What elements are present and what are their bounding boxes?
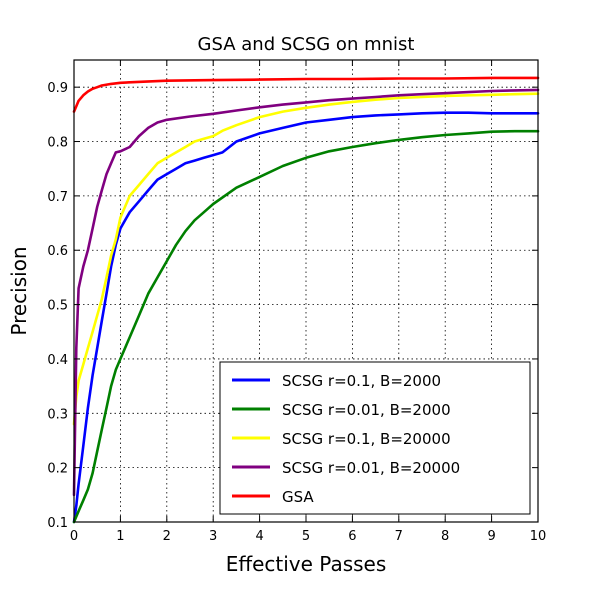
legend-box: [219, 361, 531, 515]
x-tick-label: 8: [441, 529, 449, 544]
legend-label: SCSG r=0.1, B=20000: [282, 430, 451, 448]
x-tick-label: 6: [348, 529, 356, 544]
legend-label: SCSG r=0.1, B=2000: [282, 372, 441, 390]
y-tick-label: 0.9: [47, 81, 68, 96]
legend-label: SCSG r=0.01, B=2000: [282, 401, 451, 419]
legend-entry: SCSG r=0.01, B=20000: [232, 459, 460, 477]
series-line-2: [72, 92, 540, 426]
x-tick-label: 10: [530, 529, 547, 544]
y-tick-label: 0.7: [47, 190, 68, 205]
series-line-4: [72, 76, 540, 113]
chart-title: GSA and SCSG on mnist: [198, 34, 415, 55]
x-axis-label: Effective Passes: [226, 552, 387, 576]
y-tick-label: 0.1: [47, 516, 68, 531]
y-tick-label: 0.5: [47, 299, 68, 314]
x-tick-label: 9: [487, 529, 495, 544]
series-lines: [72, 76, 540, 524]
x-tick-label: 2: [163, 529, 171, 544]
series-line-3: [72, 88, 540, 497]
y-tick-label: 0.8: [47, 136, 68, 151]
legend-label: GSA: [282, 488, 314, 506]
legend-entry: SCSG r=0.1, B=20000: [232, 430, 451, 448]
y-tick-label: 0.6: [47, 244, 68, 259]
x-tick-label: 5: [302, 529, 310, 544]
x-tick-label: 7: [395, 529, 403, 544]
legend: SCSG r=0.1, B=2000 SCSG r=0.01, B=2000 SCS…: [219, 361, 531, 515]
y-tick-label: 0.3: [47, 407, 68, 422]
series-line-1: [72, 129, 540, 524]
legend-entry: SCSG r=0.01, B=2000: [232, 401, 451, 419]
x-tick-label: 3: [209, 529, 217, 544]
y-tick-label: 0.2: [47, 462, 68, 477]
ticks: 0 1 2 3 4 5 6 7 8 9 10 0.1 0.2 0.3 0.4 0.5 0.6 0.7 0.8 0.9: [47, 60, 546, 544]
x-tick-label: 0: [70, 529, 78, 544]
x-tick-label: 4: [255, 529, 263, 544]
x-tick-label: 1: [116, 529, 124, 544]
legend-label: SCSG r=0.01, B=20000: [282, 459, 460, 477]
legend-entry: SCSG r=0.1, B=2000: [232, 372, 441, 390]
legend-entry: GSA: [232, 488, 314, 506]
series-line-0: [72, 111, 540, 524]
y-axis-label: Precision: [7, 246, 31, 335]
y-tick-label: 0.4: [47, 353, 68, 368]
